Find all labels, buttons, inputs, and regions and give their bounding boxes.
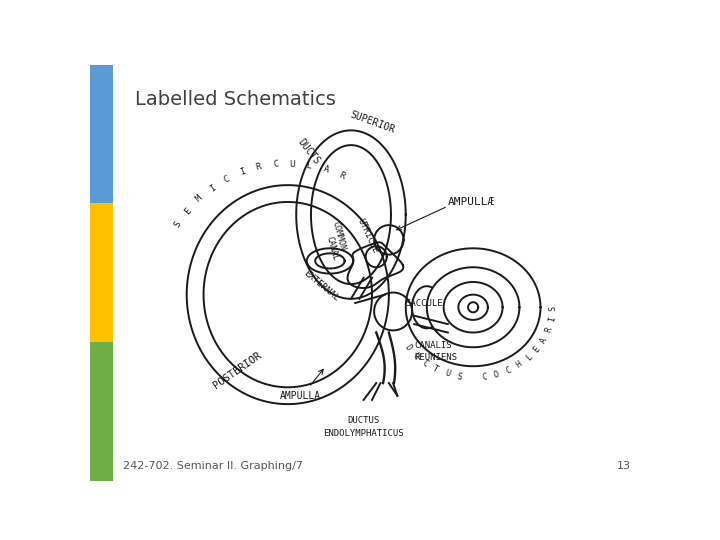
Text: AMPULLA: AMPULLA: [280, 391, 321, 401]
Text: C: C: [222, 174, 231, 184]
Text: R: R: [544, 326, 554, 334]
Text: REUNIENS: REUNIENS: [414, 353, 457, 362]
Text: C: C: [504, 366, 513, 376]
Text: POSTERIOR: POSTERIOR: [212, 350, 263, 390]
Text: C: C: [481, 372, 487, 382]
Text: 13: 13: [617, 462, 631, 471]
Text: M: M: [194, 193, 204, 204]
Text: UTRICLE: UTRICLE: [356, 217, 380, 254]
Text: E: E: [182, 206, 193, 216]
Text: S: S: [456, 372, 462, 381]
Text: DUCTS: DUCTS: [296, 137, 322, 166]
Text: L: L: [306, 161, 312, 171]
Text: O: O: [492, 369, 500, 380]
Text: C: C: [420, 359, 430, 369]
Text: COMMON: COMMON: [330, 220, 346, 251]
Text: E: E: [532, 345, 542, 354]
Text: Labelled Schematics: Labelled Schematics: [135, 90, 336, 109]
Text: R: R: [255, 163, 262, 172]
Text: ENDOLYMPHATICUS: ENDOLYMPHATICUS: [323, 429, 404, 438]
Text: CANALIS: CANALIS: [414, 341, 451, 350]
Text: AMPULLÆ: AMPULLÆ: [448, 197, 495, 207]
Text: EXTERNAL: EXTERNAL: [302, 269, 341, 303]
Text: T: T: [431, 364, 440, 375]
FancyBboxPatch shape: [90, 65, 114, 203]
Text: S: S: [549, 306, 558, 311]
FancyBboxPatch shape: [90, 342, 114, 481]
Text: I: I: [547, 316, 557, 323]
Text: U: U: [289, 159, 295, 168]
Text: S: S: [172, 220, 183, 229]
Text: D: D: [402, 343, 413, 352]
Text: I: I: [207, 183, 217, 193]
Text: CANAL: CANAL: [325, 235, 340, 261]
Text: SUPERIOR: SUPERIOR: [348, 109, 396, 134]
Text: I: I: [238, 167, 246, 177]
Text: A: A: [322, 165, 330, 175]
Text: SACCULE: SACCULE: [406, 299, 444, 308]
Text: A: A: [539, 336, 549, 345]
Text: C: C: [272, 160, 279, 170]
Text: U: U: [444, 369, 451, 379]
Text: L: L: [523, 353, 534, 363]
Text: H: H: [514, 360, 523, 370]
Text: U: U: [410, 351, 420, 361]
Text: DUCTUS: DUCTUS: [348, 416, 379, 426]
Text: 242-702. Seminar II. Graphing/7: 242-702. Seminar II. Graphing/7: [124, 462, 304, 471]
Text: R: R: [337, 171, 346, 181]
FancyBboxPatch shape: [90, 203, 114, 342]
